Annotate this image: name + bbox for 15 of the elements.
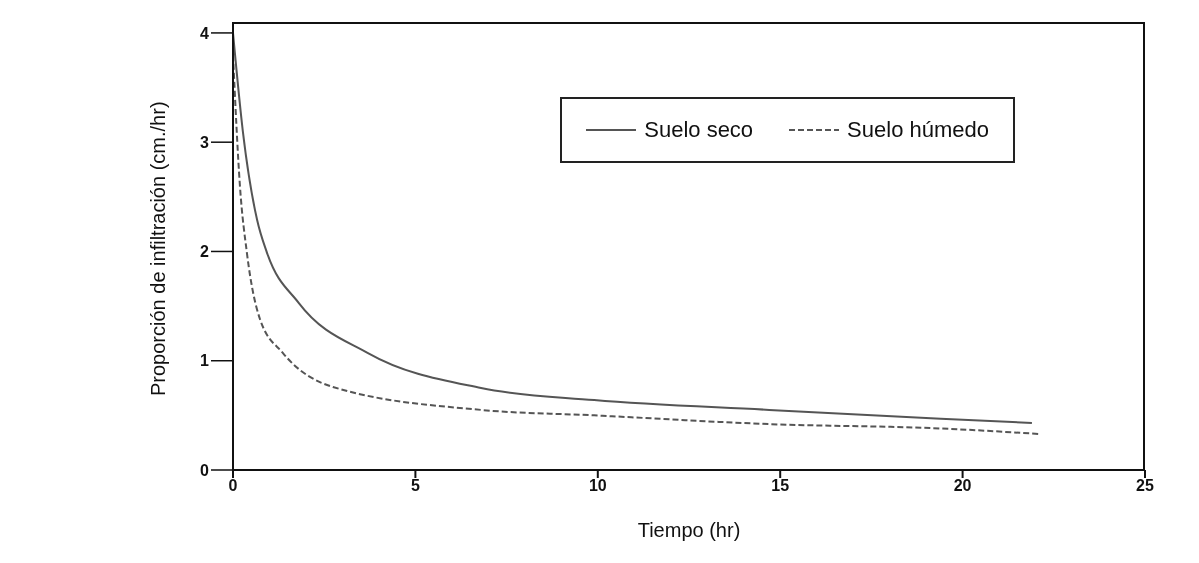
x-tick-label: 5	[410, 477, 420, 495]
x-tick-label: 15	[771, 477, 790, 495]
x-tick-label: 10	[588, 477, 607, 495]
legend-label: Suelo húmedo	[847, 117, 989, 143]
y-tick-label: 2	[200, 243, 210, 261]
x-axis-title: Tiempo (hr)	[637, 519, 741, 541]
y-tick-label: 3	[200, 133, 210, 151]
x-tick-label: 20	[953, 477, 972, 495]
x-tick-label: 25	[1136, 477, 1154, 495]
y-tick-label: 0	[200, 461, 210, 479]
legend-label: Suelo seco	[644, 117, 754, 143]
y-tick-label: 1	[200, 352, 210, 370]
y-axis-title: Proporción de infiltración (cm./hr)	[147, 101, 170, 396]
y-tick-label: 4	[200, 24, 210, 42]
x-tick-label: 0	[228, 477, 238, 495]
